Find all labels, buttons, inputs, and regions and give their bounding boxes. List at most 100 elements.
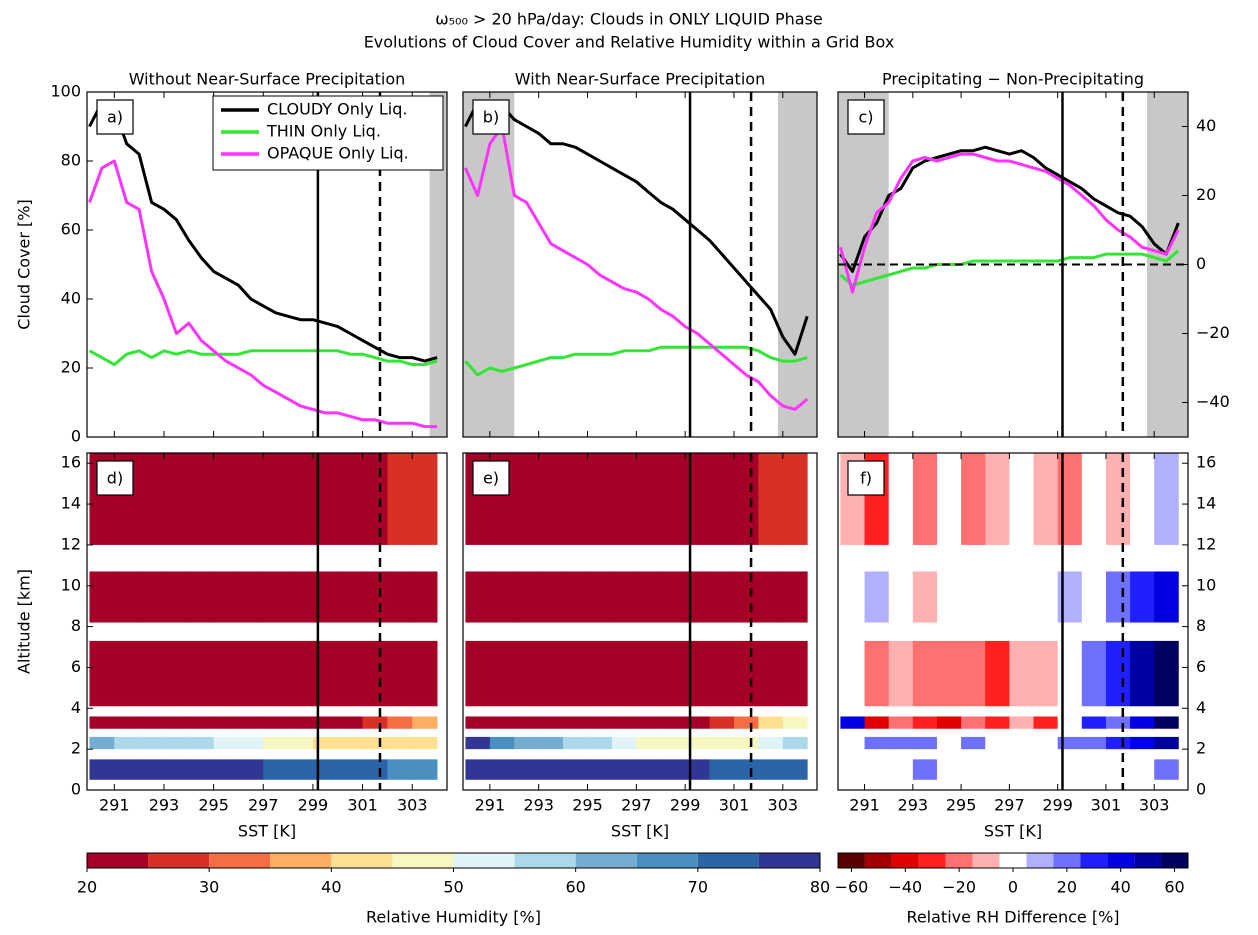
heatmap-cell <box>636 453 662 545</box>
heatmap-cell <box>387 453 413 545</box>
heatmap-cell <box>936 759 962 780</box>
heatmap-cell <box>288 716 314 729</box>
x-tick-label: 299 <box>1042 796 1073 815</box>
heatmap-cell <box>961 453 986 545</box>
heatmap-cell <box>985 759 1010 780</box>
heatmap-cell <box>660 640 686 707</box>
heatmap-cell <box>685 736 710 750</box>
heatmap-cell <box>514 716 540 729</box>
legend-label: THIN Only Liq. <box>266 122 381 141</box>
heatmap-cell <box>362 640 388 707</box>
y-tick-label: 0 <box>71 427 81 446</box>
colorbar-tick-label: −40 <box>888 878 922 897</box>
colorbar-segment <box>864 853 892 868</box>
y2-tick-label: 12 <box>1196 534 1216 553</box>
y2-tick-label: 40 <box>1196 116 1216 135</box>
x-tick-label: 299 <box>670 796 701 815</box>
colorbar-segment <box>1080 853 1108 868</box>
heatmap-cell <box>587 759 613 780</box>
heatmap-cell <box>685 716 710 729</box>
colorbar-tick-label: 20 <box>77 878 97 897</box>
panel-label-box <box>472 99 510 135</box>
colorbar-tick-label: 50 <box>443 878 463 897</box>
heatmap-cell <box>587 571 613 623</box>
heatmap-cell <box>1009 759 1034 780</box>
colorbar-segment <box>838 853 865 868</box>
heatmap-cell <box>288 759 314 780</box>
heatmap-cell <box>337 640 363 707</box>
heatmap-cell <box>985 640 1010 707</box>
heatmap-cell <box>660 736 686 750</box>
y2-tick-label: −20 <box>1196 323 1230 342</box>
heatmap-cell <box>1154 716 1179 729</box>
heatmap-cell <box>213 736 239 750</box>
heatmap-cell <box>188 640 215 707</box>
panel-frame <box>86 452 448 791</box>
heatmap-cell <box>936 736 962 750</box>
panel-title: Precipitating − Non-Precipitating <box>882 70 1144 89</box>
heatmap-cell <box>465 640 491 707</box>
heatmap-cell <box>636 736 662 750</box>
heatmap-cell <box>1105 453 1131 545</box>
heatmap-cell <box>782 640 808 707</box>
heatmap-cell <box>362 453 388 545</box>
heatmap-cell <box>864 716 890 729</box>
heatmap-cell <box>611 640 637 707</box>
colorbar-tick-label: 20 <box>1057 878 1077 897</box>
heatmap-cell <box>312 716 339 729</box>
heatmap-cell <box>1105 716 1131 729</box>
heatmap-cell <box>660 759 686 780</box>
heatmap-cell <box>489 640 515 707</box>
heatmap-cell <box>1105 571 1131 623</box>
heatmap-cell <box>412 453 438 545</box>
heatmap-cell <box>213 453 239 545</box>
y2-tick-label: 10 <box>1196 575 1216 594</box>
y-tick-label: 16 <box>61 453 81 472</box>
heatmap-cell <box>912 640 938 707</box>
x-tick-label: 303 <box>768 796 799 815</box>
x-tick-label: 295 <box>198 796 229 815</box>
heatmap-cell <box>1009 640 1034 707</box>
heatmap-cell <box>888 736 914 750</box>
heatmap-cell <box>337 571 363 623</box>
heatmap-cell <box>538 736 564 750</box>
heatmap-cell <box>263 640 289 707</box>
colorbar-segment <box>1026 853 1054 868</box>
y-axis-label: Cloud Cover [%] <box>15 199 34 329</box>
x-tick-label: 291 <box>475 796 506 815</box>
colorbar-tick-label: 40 <box>321 878 341 897</box>
heatmap-cell <box>263 453 289 545</box>
heatmap-cell <box>733 640 759 707</box>
figure-subtitle: Evolutions of Cloud Cover and Relative H… <box>364 33 895 52</box>
colorbar-segment <box>575 853 637 868</box>
y-axis-label: Altitude [km] <box>15 569 34 674</box>
heatmap-cell <box>985 716 1010 729</box>
heatmap-cell <box>961 759 986 780</box>
panel-label: f) <box>860 469 872 488</box>
heatmap-cell <box>587 716 613 729</box>
heatmap-cell <box>758 453 784 545</box>
colorbar-tick-label: 60 <box>565 878 585 897</box>
panel-label-box <box>472 460 510 496</box>
heatmap-cell <box>936 640 962 707</box>
heatmap-cell <box>514 759 540 780</box>
x-axis-label: SST [K] <box>238 822 296 841</box>
heatmap-cell <box>1081 453 1107 545</box>
heatmap-cell <box>238 640 264 707</box>
heatmap-cell <box>538 453 564 545</box>
x-tick-label: 299 <box>298 796 329 815</box>
heatmap-cell <box>888 640 914 707</box>
colorbar-segment <box>453 853 515 868</box>
heatmap-cell <box>337 736 363 750</box>
heatmap-cell <box>538 571 564 623</box>
x-tick-label: 295 <box>946 796 977 815</box>
y-tick-label: 20 <box>61 358 81 377</box>
heatmap-cell <box>1154 640 1179 707</box>
heatmap-cell <box>387 716 413 729</box>
heatmap-cell <box>337 453 363 545</box>
panel-frame <box>462 91 818 438</box>
heatmap-cell <box>733 571 759 623</box>
heatmap-cell <box>1081 716 1107 729</box>
heatmap-cell <box>538 759 564 780</box>
heatmap-cell <box>139 716 165 729</box>
